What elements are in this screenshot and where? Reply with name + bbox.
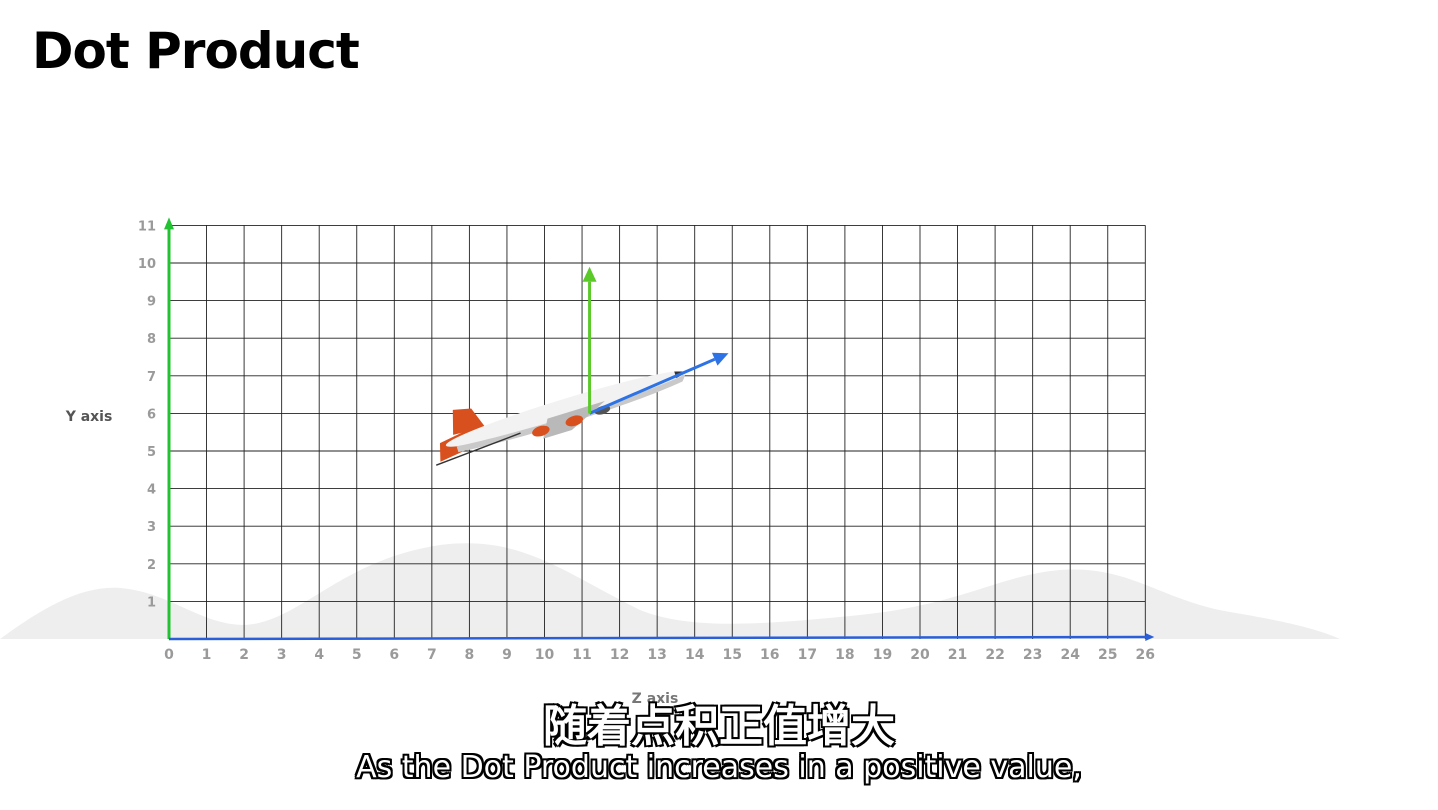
y-axis-label: Y axis [65,409,113,425]
x-tick-label: 25 [1098,647,1117,663]
y-tick-label: 9 [147,295,156,310]
terrain-silhouette [0,543,1340,639]
x-tick-label: 8 [465,647,475,663]
y-tick-labels: 1 2 3 4 5 6 7 8 9 10 11 [138,219,156,610]
y-tick-label: 6 [147,407,156,422]
x-tick-label: 24 [1060,647,1080,663]
page-title: Dot Product [32,22,360,80]
airplane-engine [565,415,584,427]
x-tick-label: 21 [948,647,967,663]
y-tick-label: 1 [147,595,156,610]
y-tick-label: 2 [147,558,156,573]
airplane-wing-edge [435,432,521,466]
x-tick-label: 13 [647,647,666,663]
subtitle-chinese: 随着点积正值增大 [542,700,896,753]
airplane-body-group [435,371,688,466]
x-tick-label: 0 [164,647,174,663]
y-tick-label: 5 [147,445,156,460]
x-tick-label: 2 [239,647,249,663]
x-tick-label: 12 [610,647,629,663]
forward-vector-arrowhead [711,352,729,366]
airplane-tail-fin [452,408,486,435]
x-tick-label: 18 [835,647,854,663]
x-tick-label: 16 [760,647,779,663]
y-axis-arrowhead [164,217,174,230]
airplane-belly [456,374,686,453]
x-tick-label: 1 [202,647,212,663]
airplane-icon [435,371,688,466]
up-vector-arrowhead [582,266,597,282]
x-tick-label: 7 [427,647,437,663]
x-tick-label: 6 [389,647,399,663]
y-tick-label: 10 [138,257,156,272]
axes [164,217,1155,641]
x-tick-label: 20 [910,647,930,663]
y-tick-label: 3 [147,520,156,535]
subtitle-english: As the Dot Product increases in a positi… [356,750,1082,785]
x-tick-label: 5 [352,647,362,663]
y-tick-label: 4 [147,483,156,498]
x-tick-label: 14 [685,647,705,663]
y-tick-label: 8 [147,332,156,347]
x-tick-label: 10 [535,647,555,663]
x-tick-label: 15 [723,647,742,663]
terrain-shape [0,543,1340,639]
y-tick-label: 11 [138,219,156,234]
vectors [582,266,729,415]
z-axis-label: Z axis [632,691,679,707]
x-tick-label: 11 [572,647,591,663]
airplane-engine [532,425,550,437]
x-tick-label: 19 [873,647,892,663]
y-tick-label: 7 [147,370,156,385]
x-tick-label: 4 [314,647,324,663]
grid [169,224,1146,639]
z-axis-arrowhead [1145,633,1155,641]
x-tick-label: 9 [502,647,512,663]
x-tick-label: 26 [1136,647,1155,663]
x-tick-label: 17 [798,647,817,663]
x-tick-labels: 0 1 2 3 4 5 6 7 8 9 10 11 12 13 14 15 16 17 18 19 20 21 22 23 24… [164,647,1155,663]
x-tick-label: 22 [985,647,1004,663]
airplane-fuselage [445,371,686,447]
forward-vector-shaft [588,357,716,415]
x-tick-label: 23 [1023,647,1042,663]
z-axis-line [168,635,1148,641]
x-tick-label: 3 [277,647,287,663]
